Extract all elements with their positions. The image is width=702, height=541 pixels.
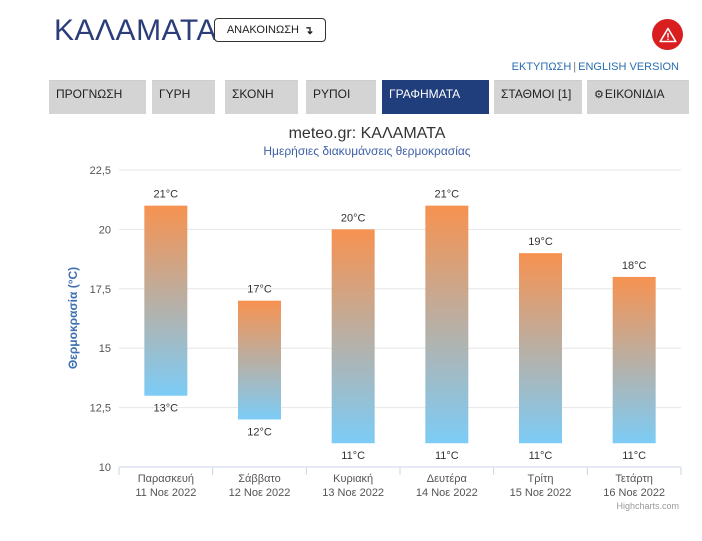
tab-forecast[interactable]: ΠΡΟΓΝΩΣΗ	[49, 80, 146, 114]
temperature-bar[interactable]	[519, 253, 562, 444]
x-tick-date: 16 Νοε 2022	[603, 487, 665, 499]
announcement-label: ΑΝΑΚΟΙΝΩΣΗ	[226, 24, 299, 36]
tab-label: ΡΥΠΟΙ	[313, 87, 351, 101]
low-value-label: 12°C	[247, 426, 272, 438]
high-value-label: 21°C	[154, 189, 179, 201]
temperature-bar[interactable]	[612, 276, 656, 444]
x-tick-day: Κυριακή	[333, 473, 373, 485]
gear-icon: ⚙	[594, 89, 604, 101]
announcement-button[interactable]: ΑΝΑΚΟΙΝΩΣΗ ↴	[214, 18, 326, 42]
high-value-label: 20°C	[341, 212, 366, 224]
tab-label: ΓΥΡΗ	[159, 87, 191, 101]
top-links: ΕΚΤΥΠΩΣΗ | ENGLISH VERSION	[512, 61, 679, 73]
y-tick-label: 12,5	[90, 403, 111, 415]
grid-lines	[119, 169, 681, 409]
main-nav: ΠΡΟΓΝΩΣΗ ΓΥΡΗ ΣΚΟΝΗ ΡΥΠΟΙ ΓΡΑΦΗΜΑΤΑ ΣΤΑΘ…	[49, 80, 689, 114]
y-axis-label: Θερμοκρασία (°C)	[66, 267, 80, 369]
x-tick-date: 11 Νοε 2022	[135, 487, 196, 499]
tab-dust[interactable]: ΣΚΟΝΗ	[225, 80, 298, 114]
tab-pollen[interactable]: ΓΥΡΗ	[152, 80, 215, 114]
city-title: ΚΑΛΑΜΑΤΑ	[54, 14, 217, 47]
chart-title: meteo.gr: ΚΑΛΑΜΑΤΑ	[289, 125, 446, 142]
x-tick-day: Τρίτη	[528, 473, 554, 485]
temperature-bar[interactable]	[238, 300, 281, 420]
y-tick-label: 17,5	[90, 284, 111, 296]
link-separator: |	[573, 61, 577, 73]
x-tick-day: Τετάρτη	[615, 473, 653, 485]
x-tick-day: Σάββατο	[238, 473, 280, 485]
temperature-bar[interactable]	[144, 205, 188, 396]
y-tick-label: 20	[99, 224, 111, 236]
tab-icons[interactable]: ⚙ΕΙΚΟΝΙΔΙΑ	[587, 80, 689, 114]
low-value-label: 11°C	[435, 450, 459, 462]
print-link[interactable]: ΕΚΤΥΠΩΣΗ	[511, 61, 572, 73]
x-tick-date: 12 Νοε 2022	[229, 487, 291, 499]
y-tick-label: 10	[99, 462, 111, 474]
temperature-bar[interactable]	[331, 229, 375, 444]
y-tick-label: 22,5	[90, 165, 111, 177]
y-tick-label: 15	[99, 343, 111, 355]
tab-label: ΓΡΑΦΗΜΑΤΑ	[389, 87, 461, 101]
tab-charts[interactable]: ΓΡΑΦΗΜΑΤΑ	[382, 80, 489, 114]
arrow-down-icon: ↴	[303, 24, 314, 37]
tab-label: ΠΡΟΓΝΩΣΗ	[56, 87, 123, 101]
warning-triangle-icon[interactable]	[652, 19, 683, 50]
temperature-bar[interactable]	[425, 205, 469, 444]
data-labels: 21°C 13°C 17°C 12°C 20°C 11°C 21°C 11°C 19°C 11°C…	[154, 189, 647, 463]
low-value-label: 13°C	[154, 403, 179, 415]
axes: 10 12,5 15 17,5 20 22,5 Παρασκευή 11 Νοε 2022 Σά…	[90, 165, 682, 499]
low-value-label: 11°C	[341, 450, 365, 462]
tab-stations[interactable]: ΣΤΑΘΜΟΙ [1]	[494, 80, 582, 114]
high-value-label: 21°C	[435, 189, 460, 201]
chart-subtitle: Ημερήσιες διακυμάνσεις θερμοκρασίας	[263, 144, 470, 158]
bars	[144, 205, 656, 444]
high-value-label: 17°C	[247, 284, 272, 296]
tab-label: ΣΤΑΘΜΟΙ [1]	[501, 87, 572, 101]
tab-label: ΣΚΟΝΗ	[232, 87, 274, 101]
tab-label: ΕΙΚΟΝΙΔΙΑ	[604, 87, 665, 101]
low-value-label: 11°C	[622, 450, 646, 462]
x-tick-day: Δευτέρα	[427, 473, 468, 485]
x-tick-date: 14 Νοε 2022	[416, 487, 478, 499]
x-tick-date: 15 Νοε 2022	[510, 487, 572, 499]
chart-credits[interactable]: Highcharts.com	[616, 501, 679, 511]
high-value-label: 18°C	[622, 260, 647, 272]
english-version-link[interactable]: ENGLISH VERSION	[578, 61, 679, 73]
x-tick-day: Παρασκευή	[138, 473, 194, 485]
low-value-label: 11°C	[529, 450, 553, 462]
high-value-label: 19°C	[528, 236, 553, 248]
x-tick-date: 13 Νοε 2022	[322, 487, 384, 499]
tab-pollutants[interactable]: ΡΥΠΟΙ	[306, 80, 376, 114]
